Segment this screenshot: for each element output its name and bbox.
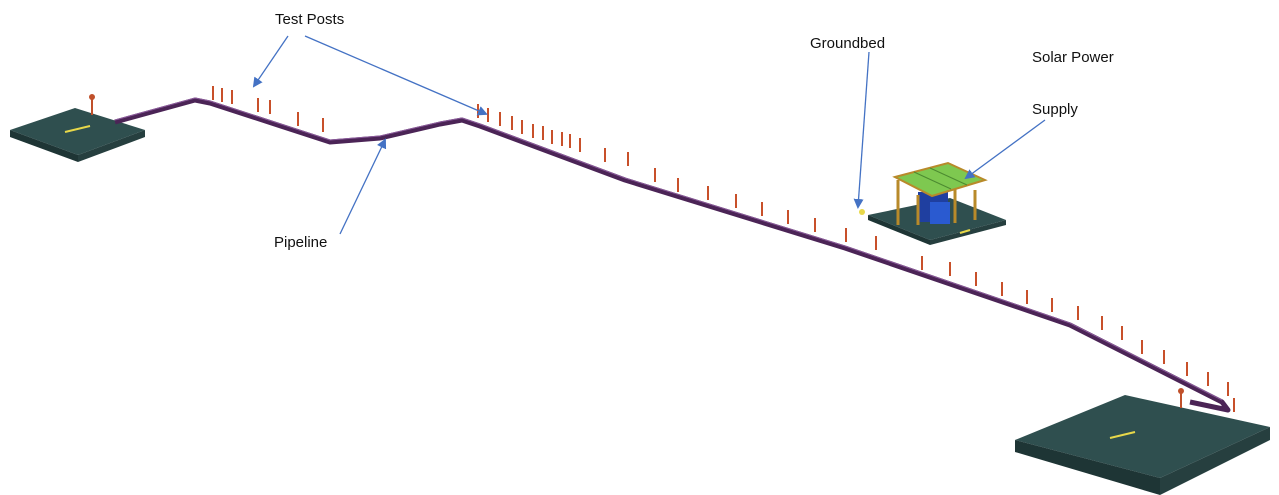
solar-station [859,163,1006,245]
left-platform [10,94,145,162]
label: Groundbed [810,35,885,52]
label: Test Posts [275,11,344,28]
diagram: Test Posts Groundbed Solar Power Supply … [0,0,1279,495]
label: Supply [1032,101,1078,118]
label: Pipeline [274,234,327,251]
right-platform [1015,388,1270,495]
test-posts [213,86,1234,412]
pipeline [115,100,1228,410]
label: Solar Power [1032,49,1114,66]
